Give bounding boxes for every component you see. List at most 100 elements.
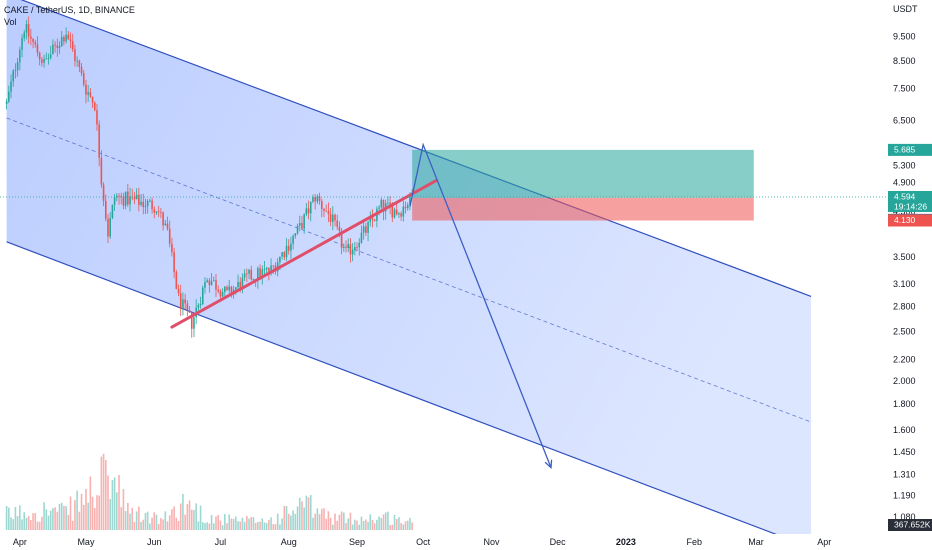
candle-body bbox=[270, 265, 272, 272]
volume-bar bbox=[56, 511, 59, 530]
volume-bar bbox=[201, 522, 204, 530]
volume-bar bbox=[91, 496, 94, 530]
channel-layer bbox=[6, 0, 812, 549]
candle-body bbox=[239, 281, 242, 290]
volume-bar bbox=[60, 502, 63, 530]
candle-body bbox=[230, 286, 233, 295]
candle-body bbox=[206, 280, 208, 283]
volume-bar bbox=[303, 507, 305, 530]
candle-body bbox=[287, 245, 290, 251]
volume-bar bbox=[85, 488, 87, 530]
volume-bar bbox=[217, 515, 219, 530]
volume-bar bbox=[206, 522, 208, 530]
candle-body bbox=[257, 268, 259, 281]
candle-body bbox=[182, 299, 184, 309]
candle-body bbox=[263, 269, 266, 270]
x-tick-label: Sep bbox=[349, 537, 365, 547]
channel-lower-line[interactable] bbox=[6, 241, 812, 549]
volume-bar bbox=[47, 515, 50, 530]
candle-body bbox=[312, 197, 314, 202]
volume-bar bbox=[113, 477, 116, 530]
volume-bar bbox=[175, 517, 178, 530]
support-trendline[interactable] bbox=[170, 178, 438, 329]
candle-body bbox=[162, 212, 164, 226]
volume-bar bbox=[351, 524, 354, 530]
candle-body bbox=[93, 102, 96, 111]
volume-layer bbox=[5, 453, 413, 530]
y-tick-label: 2.200 bbox=[893, 355, 916, 365]
last-price-badge bbox=[888, 190, 932, 212]
volume-bar bbox=[400, 523, 402, 530]
volume-bar bbox=[19, 505, 21, 530]
candle-body bbox=[54, 44, 56, 46]
candle-body bbox=[201, 287, 204, 305]
profit-zone[interactable] bbox=[412, 149, 754, 198]
volume-bar bbox=[173, 506, 175, 530]
volume-bar bbox=[387, 511, 389, 530]
candle-body bbox=[153, 209, 156, 213]
candle-body bbox=[371, 217, 374, 220]
volume-bar bbox=[25, 517, 28, 530]
candle-body bbox=[409, 193, 411, 205]
candle-body bbox=[296, 225, 299, 234]
volume-bar bbox=[164, 511, 167, 530]
volume-bar bbox=[259, 521, 261, 530]
candle-body bbox=[43, 58, 45, 63]
candle-body bbox=[193, 317, 195, 329]
candle-body bbox=[358, 242, 361, 248]
candle-body bbox=[85, 84, 87, 95]
candle-body bbox=[316, 196, 319, 202]
volume-bar bbox=[182, 493, 184, 530]
price-axis[interactable]: USDT 9.5008.5007.5006.5005.3004.9004.300… bbox=[888, 0, 932, 550]
loss-zone[interactable] bbox=[412, 197, 754, 221]
volume-bar bbox=[254, 522, 257, 530]
candle-body bbox=[149, 200, 151, 202]
y-tick-label: 3.100 bbox=[893, 279, 916, 289]
volume-bar bbox=[373, 523, 376, 530]
volume-bar bbox=[391, 524, 394, 530]
volume-bar bbox=[221, 525, 224, 530]
time-axis[interactable]: Apr May Jun Jul Aug Sep Oct Nov Dec 2023 Feb Mar Apr bbox=[0, 534, 932, 550]
volume-bar bbox=[340, 511, 343, 530]
volume-bar bbox=[52, 508, 54, 530]
volume-bar bbox=[80, 493, 83, 530]
y-tick-label: 1.450 bbox=[893, 447, 916, 457]
volume-bar bbox=[82, 505, 85, 530]
volume-bar bbox=[360, 516, 363, 530]
y-tick-label: 4.900 bbox=[893, 178, 916, 188]
volume-bar bbox=[325, 518, 327, 530]
volume-bar bbox=[98, 495, 100, 530]
volume-bar bbox=[89, 476, 92, 530]
volume-bar bbox=[307, 497, 310, 530]
candle-body bbox=[49, 54, 52, 59]
volume-bar bbox=[71, 520, 74, 530]
candle-body bbox=[334, 214, 336, 221]
projection-path[interactable] bbox=[409, 142, 552, 468]
candle-layer bbox=[5, 16, 413, 338]
volume-bar bbox=[263, 522, 266, 530]
candle-body bbox=[340, 230, 343, 248]
volume-bar bbox=[281, 518, 283, 530]
volume-bar bbox=[349, 512, 352, 530]
volume-badge bbox=[888, 519, 932, 531]
candle-body bbox=[19, 49, 21, 63]
channel-upper-line[interactable] bbox=[7, 0, 812, 297]
volume-bar bbox=[107, 475, 109, 530]
volume-bar bbox=[285, 506, 288, 530]
volume-bar bbox=[193, 510, 195, 530]
volume-bar bbox=[12, 519, 15, 530]
volume-bar bbox=[294, 513, 297, 530]
volume-bar bbox=[118, 474, 120, 530]
candle-body bbox=[367, 221, 369, 233]
candle-body bbox=[382, 199, 385, 212]
candle-body bbox=[144, 206, 147, 208]
x-tick-label: Jul bbox=[215, 537, 227, 547]
volume-bar bbox=[63, 505, 65, 530]
volume-bar bbox=[5, 506, 8, 530]
candle-body bbox=[365, 226, 367, 233]
candle-body bbox=[307, 208, 310, 214]
volume-bar bbox=[21, 519, 23, 530]
volume-bar bbox=[268, 520, 270, 530]
